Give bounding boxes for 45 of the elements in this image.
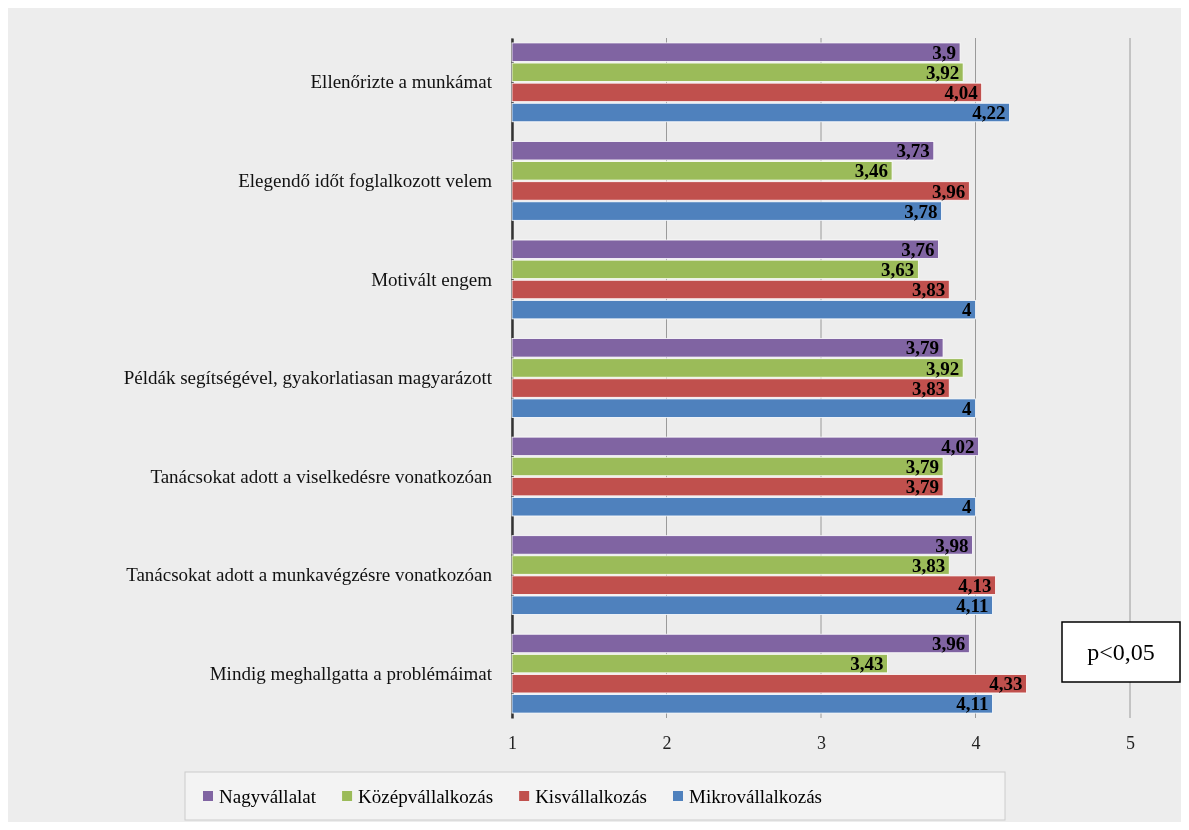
data-label: 3,96: [932, 180, 966, 202]
data-label: 4,02: [941, 436, 975, 458]
data-label: 3,98: [935, 534, 969, 556]
data-label: 3,46: [854, 160, 889, 182]
data-label: 3,79: [905, 476, 940, 498]
data-label: 3,92: [925, 357, 960, 379]
data-label: 4,11: [956, 693, 989, 715]
data-label: 3,78: [904, 200, 938, 222]
y-tick-label: Példák segítségével, gyakorlatiasan magyarázott: [123, 367, 493, 389]
data-label: 3,63: [881, 259, 915, 281]
y-tick-label: Tanácsokat adott a viselkedésre vonatkozóan: [150, 465, 493, 487]
y-tick-label: Ellenőrizte a munkámat: [310, 71, 493, 93]
data-label: 4: [962, 496, 972, 518]
data-label: 3,83: [911, 279, 946, 301]
data-label: 3,43: [850, 653, 884, 675]
data-label: 4: [962, 397, 972, 419]
data-label: 4,22: [972, 102, 1006, 124]
data-label: 3,73: [896, 140, 930, 162]
annotation: p<0,05: [1087, 639, 1155, 666]
legend-label: Középvállalkozás: [358, 785, 494, 807]
y-tick-label: Tanácsokat adott a munkavégzésre vonatkozóan: [126, 564, 493, 586]
data-label: 3,96: [932, 633, 966, 655]
data-label: 3,9: [932, 41, 957, 63]
x-tick-label: 5: [1126, 732, 1135, 753]
x-tick-label: 2: [662, 732, 672, 753]
data-label: 4,13: [958, 574, 992, 596]
legend-label: Nagyvállalat: [219, 785, 317, 807]
data-label: 4,11: [956, 594, 989, 616]
data-label: 3,83: [911, 554, 946, 576]
x-tick-label: 4: [971, 732, 981, 753]
legend-label: Kisvállalkozás: [535, 785, 647, 807]
data-label: 3,92: [925, 61, 960, 83]
legend-label: Mikrovállalkozás: [689, 785, 822, 807]
data-label: 3,83: [911, 377, 946, 399]
y-tick-label: Mindig meghallgatta a problémáimat: [209, 662, 493, 684]
data-label: 3,79: [905, 456, 940, 478]
x-tick-label: 3: [817, 732, 826, 753]
data-label: 4,04: [944, 82, 979, 104]
x-tick-label: 1: [508, 732, 517, 753]
data-label: 4: [962, 299, 972, 321]
data-label: 4,33: [989, 673, 1023, 695]
data-label: 3,76: [901, 238, 935, 260]
data-label: 3,79: [905, 337, 940, 359]
y-tick-label: Elegendő időt foglalkozott velem: [238, 169, 493, 191]
y-tick-label: Motivált engem: [371, 268, 493, 290]
